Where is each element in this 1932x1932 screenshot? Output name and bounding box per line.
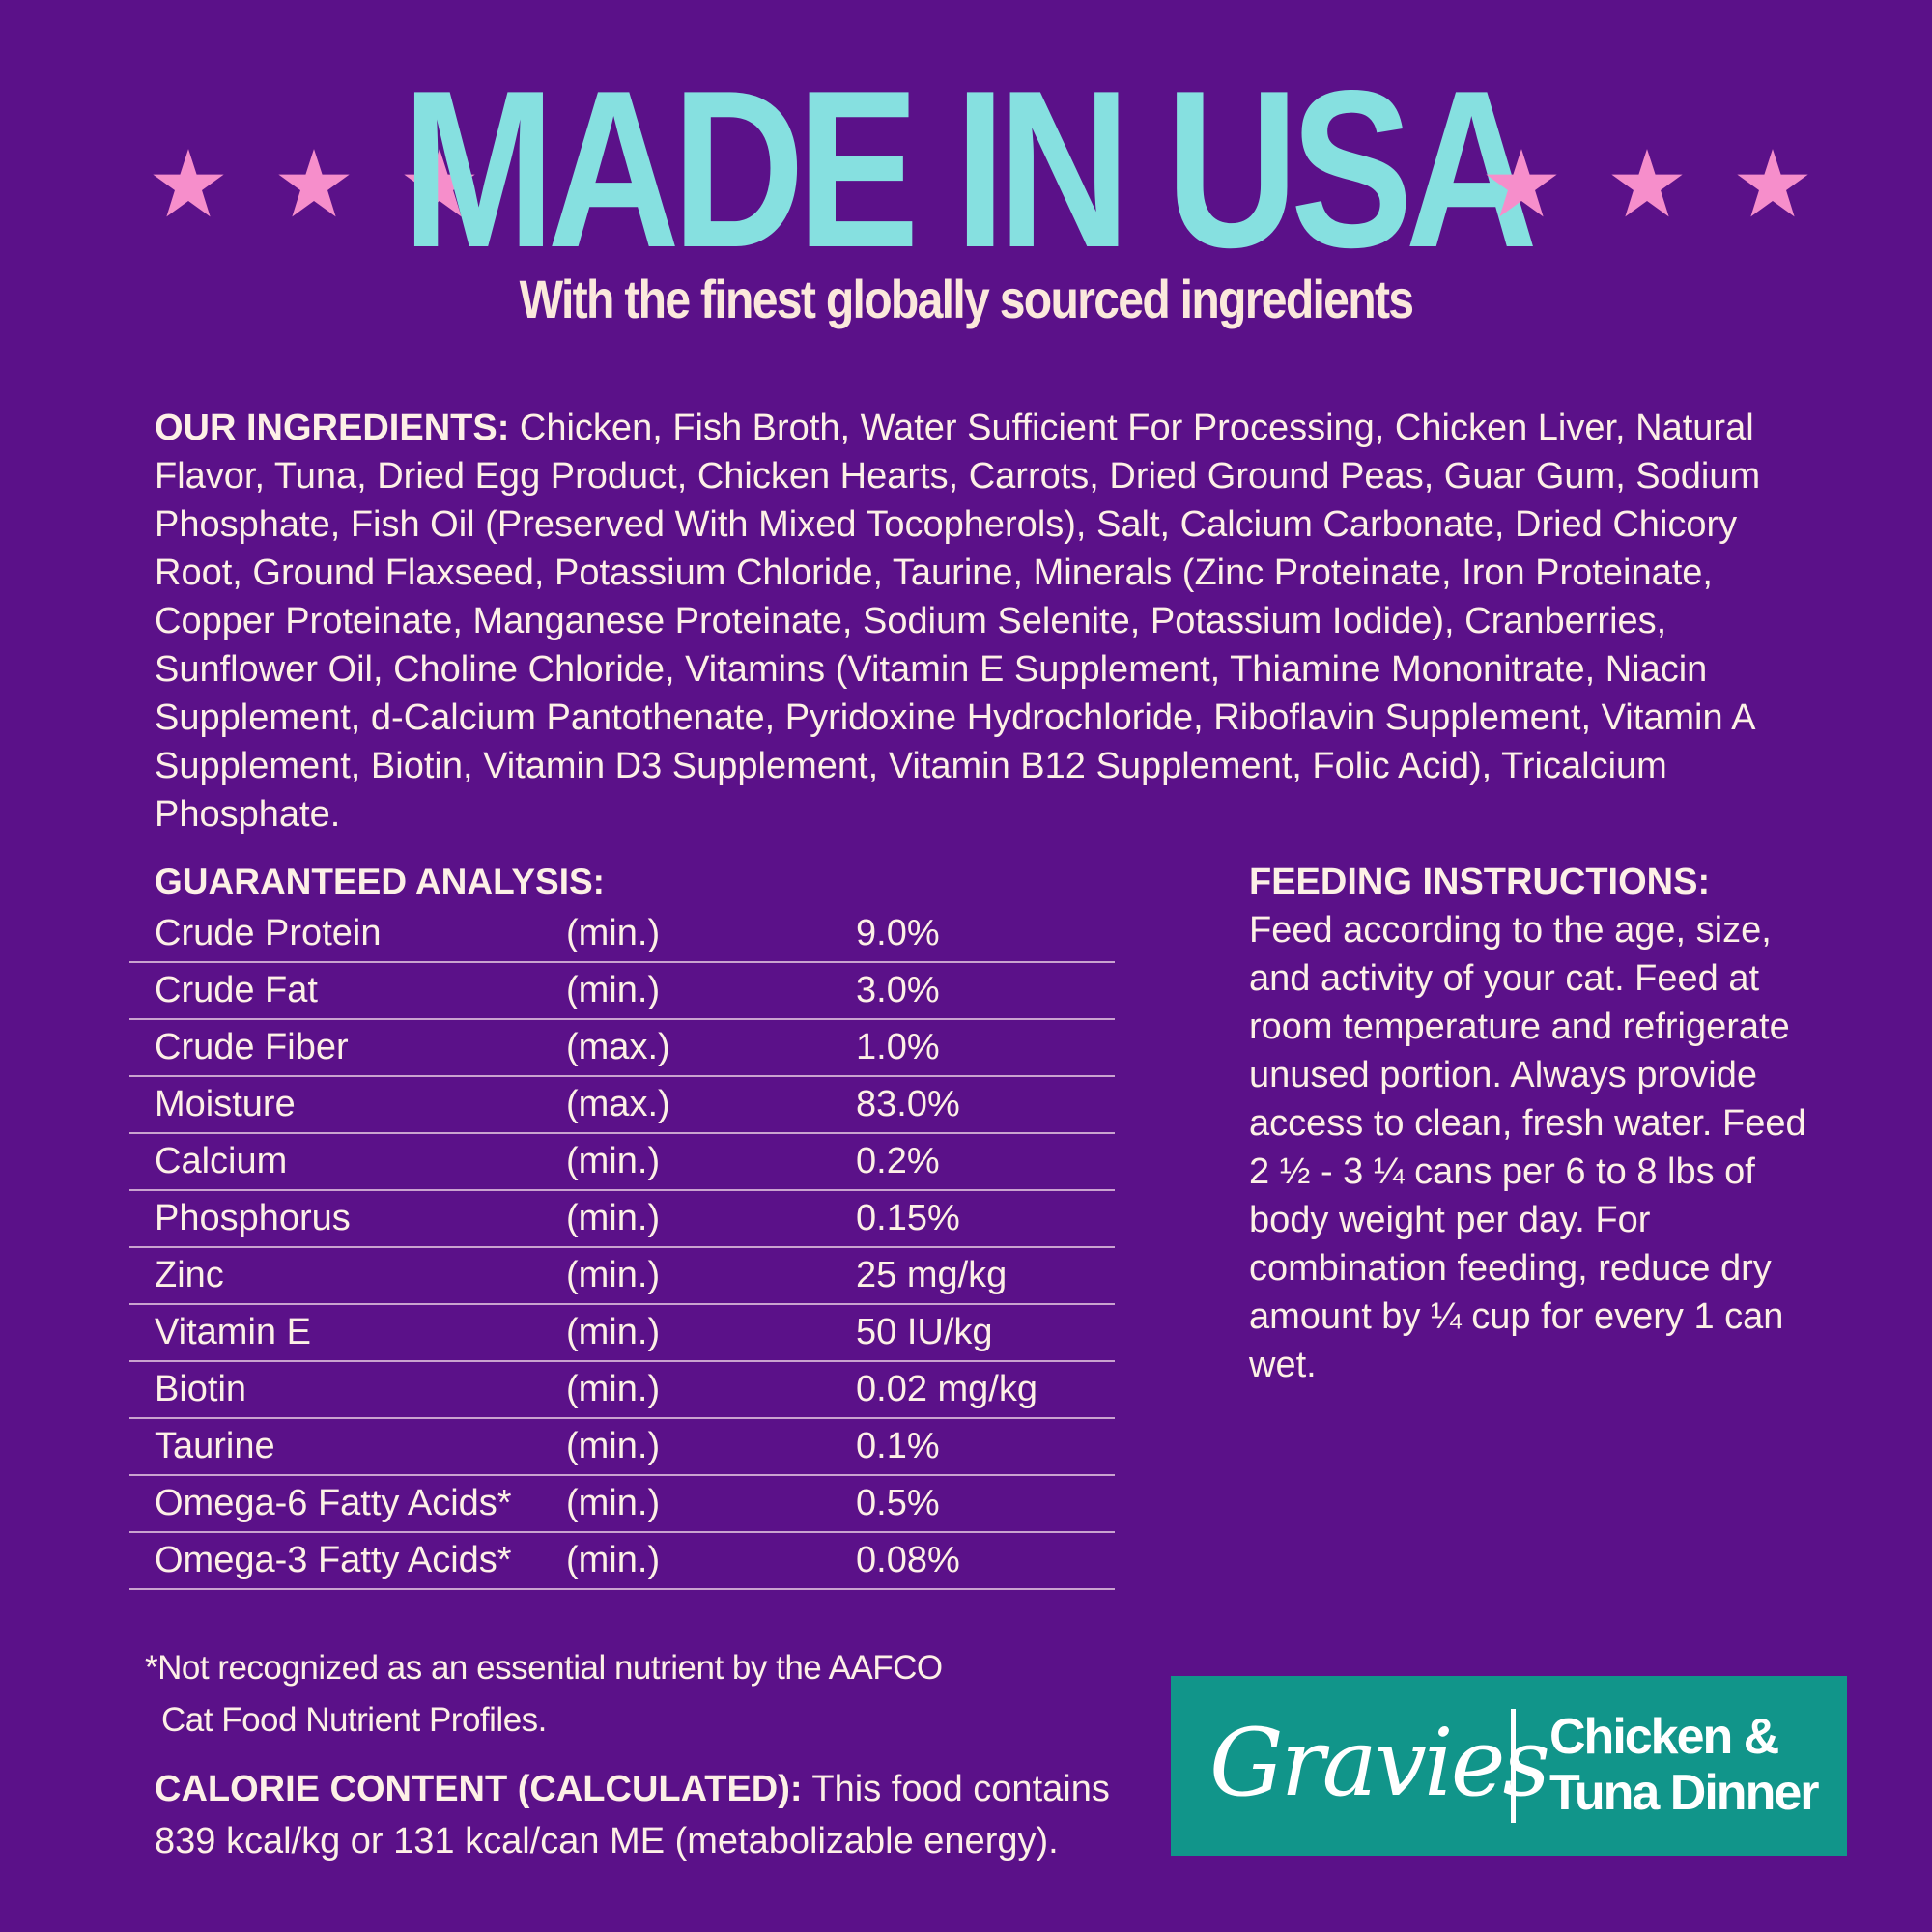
guaranteed-analysis: GUARANTEED ANALYSIS: Crude Protein (min.)… bbox=[129, 858, 1115, 1590]
nutrient-name: Crude Protein bbox=[155, 913, 382, 953]
page-title: MADE IN USA bbox=[402, 44, 1538, 295]
nutrient-qualifier: (max.) bbox=[566, 1027, 670, 1067]
nutrient-name: Calcium bbox=[155, 1141, 288, 1181]
star-icon bbox=[1459, 135, 1584, 232]
footnote-line2: Cat Food Nutrient Profiles. bbox=[161, 1701, 547, 1739]
star-icon bbox=[377, 135, 502, 232]
nutrient-value: 1.0% bbox=[856, 1027, 940, 1067]
table-row: Taurine (min.) 0.1% bbox=[129, 1419, 1115, 1476]
nutrient-qualifier: (min.) bbox=[566, 1369, 661, 1409]
nutrient-value: 25 mg/kg bbox=[856, 1255, 1008, 1295]
nutrient-name: Taurine bbox=[155, 1426, 275, 1466]
nutrient-name: Omega-6 Fatty Acids* bbox=[155, 1483, 512, 1523]
nutrient-value: 0.5% bbox=[856, 1483, 940, 1523]
star-icon bbox=[251, 135, 377, 232]
nutrient-name: Crude Fiber bbox=[155, 1027, 349, 1067]
stars-left bbox=[126, 135, 502, 232]
nutrient-qualifier: (min.) bbox=[566, 1255, 661, 1295]
table-row: Biotin (min.) 0.02 mg/kg bbox=[129, 1362, 1115, 1419]
nutrient-qualifier: (min.) bbox=[566, 1141, 661, 1181]
table-row: Omega-6 Fatty Acids* (min.) 0.5% bbox=[129, 1476, 1115, 1533]
nutrient-value: 50 IU/kg bbox=[856, 1312, 993, 1352]
feeding-text: Feed according to the age, size, and act… bbox=[1249, 910, 1806, 1385]
nutrient-name: Zinc bbox=[155, 1255, 224, 1295]
table-row: Crude Protein (min.) 9.0% bbox=[129, 906, 1115, 963]
nutrient-value: 9.0% bbox=[856, 913, 940, 953]
star-icon bbox=[1584, 135, 1710, 232]
product-name-line1: Chicken & bbox=[1549, 1709, 1779, 1765]
nutrient-value: 3.0% bbox=[856, 970, 940, 1010]
nutrient-name: Phosphorus bbox=[155, 1198, 351, 1238]
table-row: Vitamin E (min.) 50 IU/kg bbox=[129, 1305, 1115, 1362]
brand-logo: Gravies bbox=[1209, 1709, 1550, 1817]
feeding-label: FEEDING INSTRUCTIONS: bbox=[1249, 862, 1711, 902]
nutrient-value: 0.02 mg/kg bbox=[856, 1369, 1037, 1409]
nutrient-value: 0.2% bbox=[856, 1141, 940, 1181]
nutrient-name: Omega-3 Fatty Acids* bbox=[155, 1540, 512, 1580]
nutrient-qualifier: (max.) bbox=[566, 1084, 670, 1124]
nutrient-qualifier: (min.) bbox=[566, 1198, 661, 1238]
nutrient-qualifier: (min.) bbox=[566, 970, 661, 1010]
calorie-content: CALORIE CONTENT (CALCULATED): This food … bbox=[155, 1763, 1121, 1867]
analysis-heading: GUARANTEED ANALYSIS: bbox=[155, 862, 605, 901]
nutrient-name: Vitamin E bbox=[155, 1312, 311, 1352]
table-row: Moisture (max.) 83.0% bbox=[129, 1077, 1115, 1134]
product-badge: Gravies Chicken & Tuna Dinner bbox=[1171, 1676, 1847, 1856]
nutrient-qualifier: (min.) bbox=[566, 1426, 661, 1466]
calorie-text: This food contains 839 kcal/kg or 131 kc… bbox=[155, 1769, 1110, 1861]
table-row: Calcium (min.) 0.2% bbox=[129, 1134, 1115, 1191]
ingredients-paragraph: OUR INGREDIENTS: Chicken, Fish Broth, Wa… bbox=[155, 404, 1816, 838]
nutrient-name: Moisture bbox=[155, 1084, 296, 1124]
star-icon bbox=[1710, 135, 1835, 232]
nutrient-qualifier: (min.) bbox=[566, 1540, 661, 1580]
table-row: Zinc (min.) 25 mg/kg bbox=[129, 1248, 1115, 1305]
calorie-label: CALORIE CONTENT (CALCULATED): bbox=[155, 1769, 803, 1809]
table-row: Omega-3 Fatty Acids* (min.) 0.08% bbox=[129, 1533, 1115, 1590]
header: MADE IN USA With the finest globally sou… bbox=[0, 58, 1932, 348]
nutrient-qualifier: (min.) bbox=[566, 1483, 661, 1523]
ingredients-label: OUR INGREDIENTS: bbox=[155, 408, 510, 448]
footnote: *Not recognized as an essential nutrient… bbox=[145, 1642, 1014, 1747]
nutrient-name: Biotin bbox=[155, 1369, 247, 1409]
ingredients-text: Chicken, Fish Broth, Water Sufficient Fo… bbox=[155, 408, 1761, 835]
stars-right bbox=[1459, 135, 1835, 232]
nutrient-value: 0.1% bbox=[856, 1426, 940, 1466]
product-name-line2: Tuna Dinner bbox=[1549, 1765, 1819, 1821]
nutrient-qualifier: (min.) bbox=[566, 913, 661, 953]
table-row: Crude Fiber (max.) 1.0% bbox=[129, 1020, 1115, 1077]
star-icon bbox=[126, 135, 251, 232]
nutrient-qualifier: (min.) bbox=[566, 1312, 661, 1352]
nutrient-value: 83.0% bbox=[856, 1084, 960, 1124]
feeding-instructions: FEEDING INSTRUCTIONS: Feed according to … bbox=[1249, 858, 1829, 1389]
product-name: Chicken & Tuna Dinner bbox=[1549, 1709, 1830, 1821]
table-row: Crude Fat (min.) 3.0% bbox=[129, 963, 1115, 1020]
nutrient-value: 0.15% bbox=[856, 1198, 960, 1238]
nutrient-name: Crude Fat bbox=[155, 970, 318, 1010]
footnote-line1: *Not recognized as an essential nutrient… bbox=[145, 1649, 943, 1687]
page-subtitle: With the finest globally sourced ingredi… bbox=[519, 269, 1414, 329]
table-row: Phosphorus (min.) 0.15% bbox=[129, 1191, 1115, 1248]
badge-divider bbox=[1511, 1709, 1516, 1823]
nutrient-value: 0.08% bbox=[856, 1540, 960, 1580]
